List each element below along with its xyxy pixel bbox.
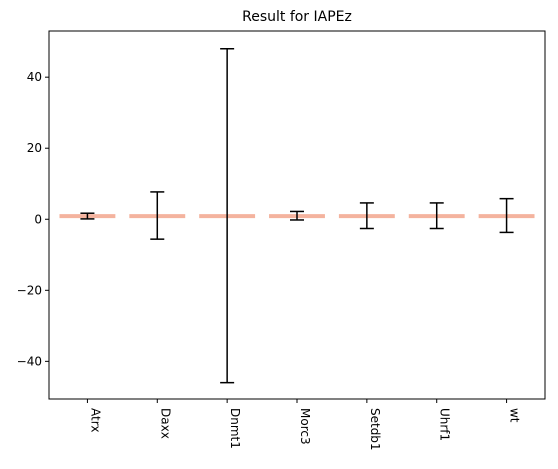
y-tick-label-40: 40 bbox=[27, 70, 42, 84]
y-tick-label--20: −20 bbox=[17, 283, 42, 297]
x-tick-label-Daxx: Daxx bbox=[158, 408, 172, 439]
y-tick-label-20: 20 bbox=[27, 141, 42, 155]
x-tick-label-Morc3: Morc3 bbox=[298, 408, 312, 445]
chart-title: Result for IAPEz bbox=[242, 9, 352, 25]
axes: Atrx Daxx Dnmt1 Morc3 Setdb1 Uhrf1 wt −40 −20 0 20… bbox=[17, 70, 522, 450]
x-tick-label-wt: wt bbox=[508, 408, 522, 423]
x-tick-label-Uhrf1: Uhrf1 bbox=[438, 408, 452, 441]
x-tick-label-Atrx: Atrx bbox=[88, 408, 102, 432]
x-tick-label-Setdb1: Setdb1 bbox=[368, 408, 382, 451]
y-tick-label--40: −40 bbox=[17, 354, 42, 368]
y-tick-label-0: 0 bbox=[34, 212, 42, 226]
x-tick-label-Dnmt1: Dnmt1 bbox=[228, 408, 242, 449]
plot-marks bbox=[59, 48, 535, 384]
